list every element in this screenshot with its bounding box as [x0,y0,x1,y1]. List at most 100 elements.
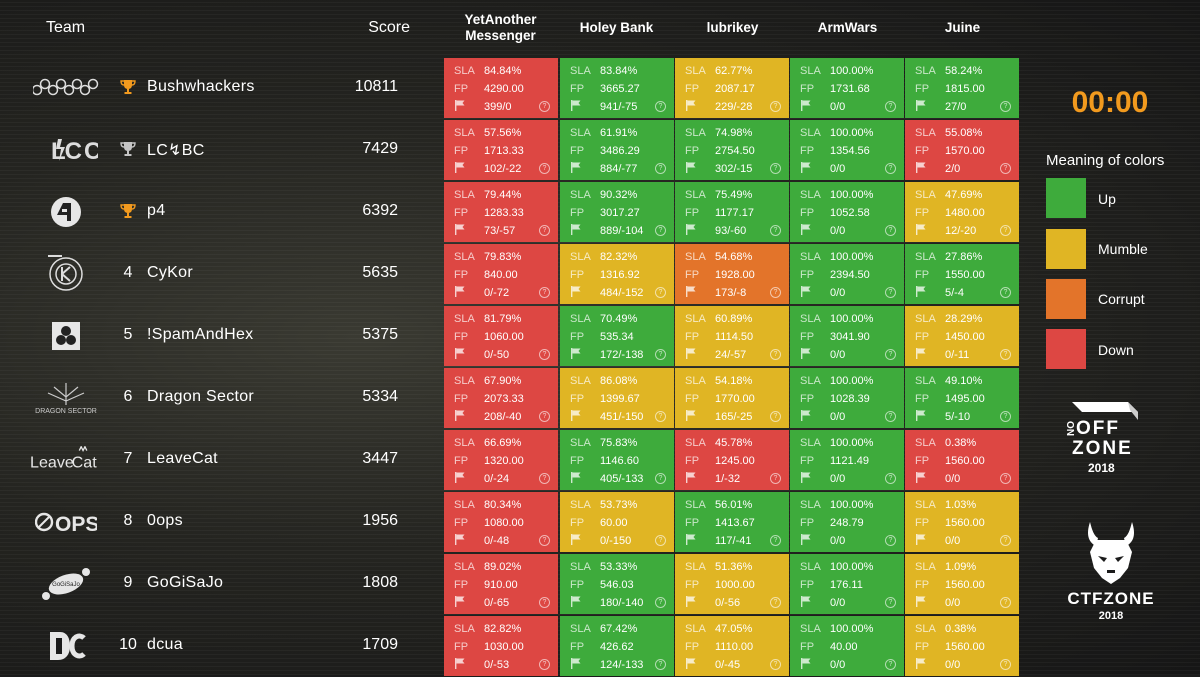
service-status-cell: SLA 27.86% FP 1550.00 5/-4? [905,244,1019,304]
sla-value: 80.34% [484,499,522,511]
help-icon[interactable]: ? [539,473,550,484]
help-icon[interactable]: ? [655,659,666,670]
team-rank: 10 [119,636,137,653]
help-icon[interactable]: ? [885,101,896,112]
help-icon[interactable]: ? [885,473,896,484]
help-icon[interactable]: ? [770,473,781,484]
sla-label: SLA [800,561,821,573]
team-rank: 4 [123,264,133,281]
help-icon[interactable]: ? [539,163,550,174]
help-icon[interactable]: ? [1000,349,1011,360]
service-status-cell: SLA 67.42% FP 426.62 124/-133? [560,616,674,676]
help-icon[interactable]: ? [770,225,781,236]
help-icon[interactable]: ? [885,411,896,422]
help-icon[interactable]: ? [539,101,550,112]
help-icon[interactable]: ? [1000,659,1011,670]
help-icon[interactable]: ? [539,411,550,422]
dragonsector-logo: DRAGON SECTOR [30,379,102,417]
help-icon[interactable]: ? [655,535,666,546]
help-icon[interactable]: ? [655,349,666,360]
help-icon[interactable]: ? [770,535,781,546]
sla-label: SLA [570,189,591,201]
flag-icon [455,410,465,421]
help-icon[interactable]: ? [539,349,550,360]
fp-label: FP [915,517,930,529]
help-icon[interactable]: ? [770,101,781,112]
fp-value: 1028.39 [830,393,870,405]
sla-label: SLA [800,623,821,635]
fp-value: 2073.33 [484,393,524,405]
help-icon[interactable]: ? [885,287,896,298]
help-icon[interactable]: ? [885,225,896,236]
help-icon[interactable]: ? [885,659,896,670]
sla-label: SLA [570,499,591,511]
service-header-lubrikey: lubrikey [706,20,759,35]
help-icon[interactable]: ? [655,101,666,112]
fp-value: 1560.00 [945,579,985,591]
service-status-cell: SLA 100.00% FP 1052.58 0/0? [790,182,904,242]
help-icon[interactable]: ? [770,163,781,174]
flag-icon [801,658,811,669]
team-score: 7429 [362,140,398,157]
sla-value: 58.24% [945,65,983,77]
help-icon[interactable]: ? [885,597,896,608]
help-icon[interactable]: ? [770,411,781,422]
help-icon[interactable]: ? [655,287,666,298]
service-status-cell: SLA 1.03% FP 1560.00 0/0? [905,492,1019,552]
sla-value: 67.90% [484,375,522,387]
service-status-cell: SLA 100.00% FP 176.11 0/0? [790,554,904,614]
help-icon[interactable]: ? [1000,411,1011,422]
fp-value: 1080.00 [484,517,524,529]
service-status-cell: SLA 100.00% FP 40.00 0/0? [790,616,904,676]
flag-icon [686,410,696,421]
help-icon[interactable]: ? [770,287,781,298]
flags-value: 0/-150 [600,535,632,547]
sla-label: SLA [454,499,475,511]
help-icon[interactable]: ? [655,411,666,422]
help-icon[interactable]: ? [1000,225,1011,236]
help-icon[interactable]: ? [655,473,666,484]
help-icon[interactable]: ? [1000,163,1011,174]
help-icon[interactable]: ? [655,225,666,236]
sla-value: 90.32% [600,189,638,201]
flag-icon [801,410,811,421]
help-icon[interactable]: ? [1000,101,1011,112]
help-icon[interactable]: ? [539,287,550,298]
service-status-cell: SLA 84.84% FP 4290.00 399/0? [444,58,558,118]
help-icon[interactable]: ? [885,163,896,174]
flag-icon [455,100,465,111]
help-icon[interactable]: ? [770,659,781,670]
help-icon[interactable]: ? [1000,535,1011,546]
svg-text:C: C [84,138,98,165]
flags-value: 0/0 [830,225,846,237]
sla-label: SLA [800,313,821,325]
help-icon[interactable]: ? [770,597,781,608]
help-icon[interactable]: ? [655,163,666,174]
help-icon[interactable]: ? [885,535,896,546]
sla-value: 53.73% [600,499,638,511]
fp-value: 535.34 [600,331,634,343]
service-header-juine: Juine [944,20,981,35]
fp-value: 3486.29 [600,145,640,157]
service-status-cell: SLA 53.73% FP 60.00 0/-150? [560,492,674,552]
sla-label: SLA [570,313,591,325]
flag-icon [571,348,581,359]
help-icon[interactable]: ? [1000,597,1011,608]
flags-value: 0/0 [945,659,961,671]
help-icon[interactable]: ? [1000,287,1011,298]
fp-label: FP [800,331,815,343]
flag-icon [801,534,811,545]
help-icon[interactable]: ? [770,349,781,360]
fp-label: FP [915,207,930,219]
help-icon[interactable]: ? [539,597,550,608]
flags-value: 0/-50 [484,349,510,361]
help-icon[interactable]: ? [885,349,896,360]
svg-text:GoGiSaJo: GoGiSaJo [52,582,80,588]
team-row: p4 6392 [0,181,440,243]
help-icon[interactable]: ? [539,659,550,670]
help-icon[interactable]: ? [539,535,550,546]
help-icon[interactable]: ? [539,225,550,236]
help-icon[interactable]: ? [1000,473,1011,484]
help-icon[interactable]: ? [655,597,666,608]
fp-label: FP [570,641,585,653]
